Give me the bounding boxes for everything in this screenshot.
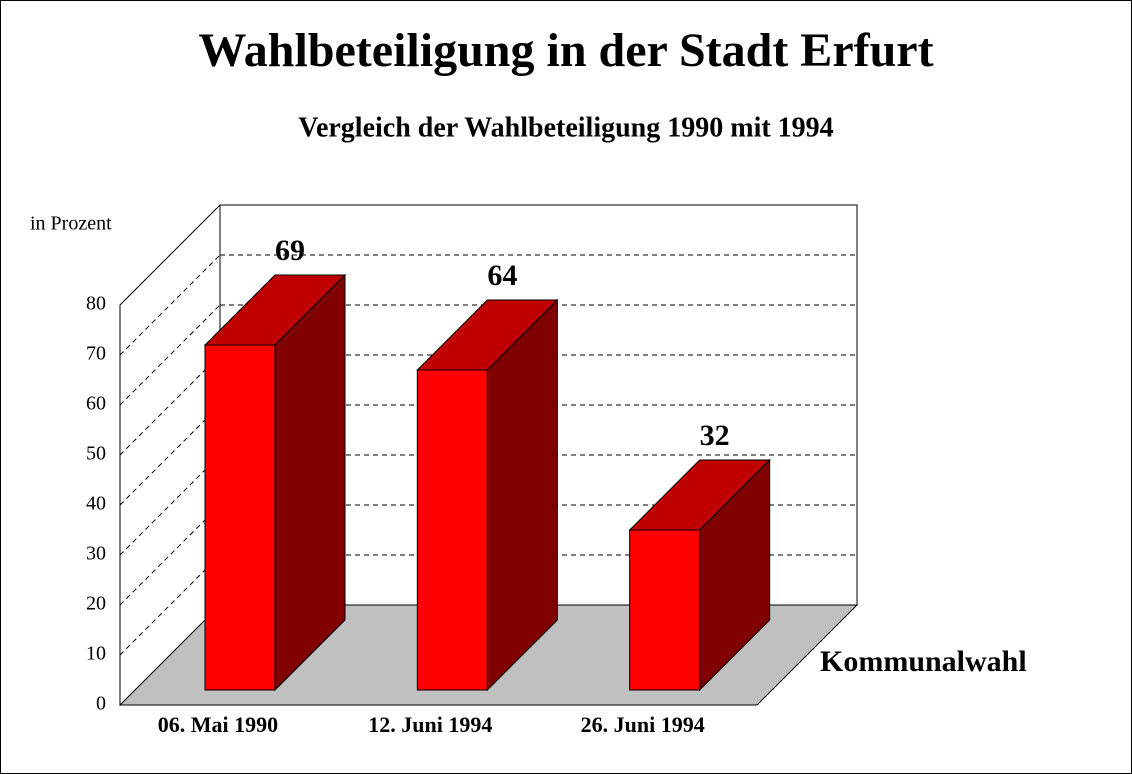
grid-line bbox=[119, 354, 221, 456]
x-tick-label: 26. Juni 1994 bbox=[581, 712, 705, 737]
grid-line bbox=[119, 554, 221, 656]
y-tick-label: 80 bbox=[86, 293, 106, 315]
grid-line bbox=[119, 304, 221, 406]
left-wall bbox=[119, 204, 221, 705]
annotation: Kommunalwahl bbox=[820, 645, 1027, 678]
grid-line bbox=[119, 504, 221, 606]
value-label: 32 bbox=[700, 419, 730, 452]
y-tick-label: 40 bbox=[86, 493, 106, 515]
bar bbox=[629, 529, 701, 691]
y-axis-label: in Prozent bbox=[30, 213, 112, 235]
value-label: 64 bbox=[487, 259, 517, 292]
grid-line bbox=[119, 454, 221, 556]
y-tick-label: 60 bbox=[86, 393, 106, 415]
grid-line bbox=[119, 254, 221, 356]
y-tick-label: 50 bbox=[86, 443, 106, 465]
grid-line bbox=[119, 404, 221, 506]
value-label: 69 bbox=[275, 234, 305, 267]
y-tick-label: 70 bbox=[86, 343, 106, 365]
bar bbox=[204, 344, 276, 691]
bar-side bbox=[274, 273, 346, 692]
chart-subtitle: Vergleich der Wahlbeteiligung 1990 mit 1… bbox=[298, 112, 833, 143]
x-tick-label: 12. Juni 1994 bbox=[368, 712, 492, 737]
y-tick-label: 20 bbox=[86, 593, 106, 615]
chart-title: Wahlbeteiligung in der Stadt Erfurt bbox=[198, 24, 933, 77]
y-tick-label: 30 bbox=[86, 543, 106, 565]
y-tick-label: 0 bbox=[96, 693, 106, 715]
bar bbox=[416, 369, 488, 691]
y-tick-label: 10 bbox=[86, 643, 106, 665]
x-tick-label: 06. Mai 1990 bbox=[158, 712, 278, 737]
